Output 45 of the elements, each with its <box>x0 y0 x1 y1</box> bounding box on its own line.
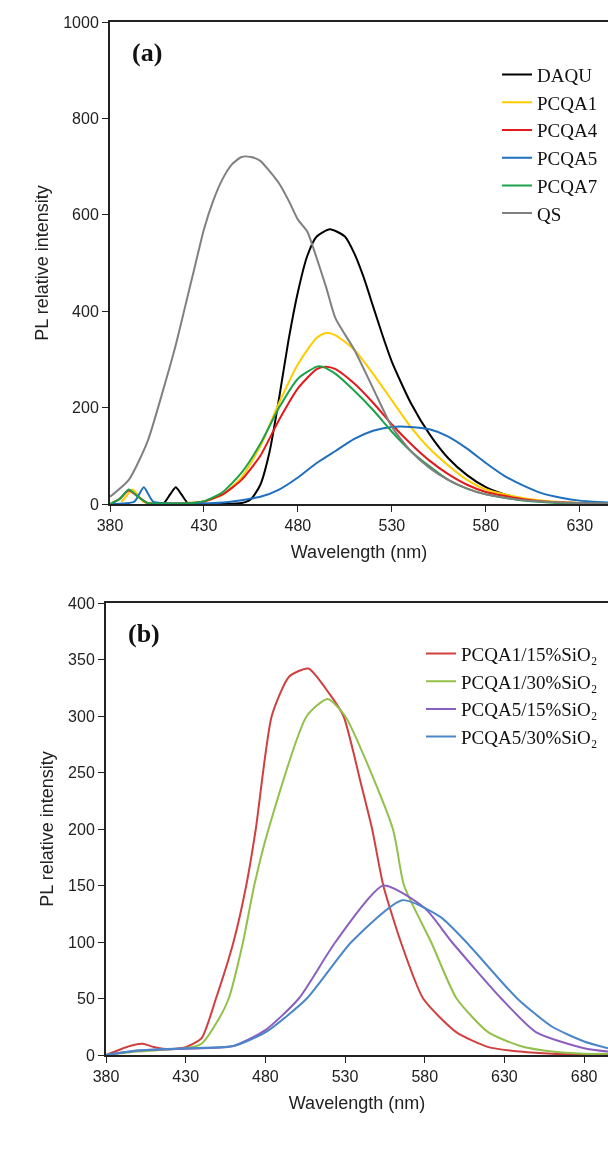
y-tick-label: 600 <box>72 206 99 224</box>
x-tick-label: 480 <box>284 517 312 535</box>
y-tick-label: 200 <box>72 399 99 417</box>
y-tick-label: 300 <box>68 707 95 725</box>
x-tick-label: 380 <box>96 517 124 535</box>
x-tick-label: 530 <box>378 517 406 535</box>
x-tick-label: 630 <box>491 1068 518 1086</box>
x-tick-label: 580 <box>472 517 500 535</box>
x-tick-label: 380 <box>92 1068 120 1086</box>
y-tick-label: 0 <box>89 495 99 513</box>
y-tick-label: 100 <box>68 933 95 951</box>
y-tick-label: 1000 <box>63 13 99 31</box>
x-tick-label: 430 <box>190 517 218 535</box>
y-axis-title: PL relative intensity <box>36 751 57 907</box>
x-axis-title: Wavelength (nm) <box>290 541 428 562</box>
legend-label: PCQA1/30%SiO₂ <box>460 671 598 693</box>
x-axis-title: Wavelength (nm) <box>288 1092 426 1113</box>
y-tick-label: 50 <box>77 990 95 1008</box>
x-tick-label: 580 <box>411 1068 439 1086</box>
x-tick-label: 480 <box>252 1068 279 1086</box>
x-tick-label: 530 <box>331 1068 359 1086</box>
y-tick-label: 400 <box>68 594 95 612</box>
x-tick-label: 430 <box>172 1068 200 1086</box>
y-tick-label: 800 <box>72 110 99 127</box>
legend-label: DAQU <box>537 65 593 86</box>
x-tick-label: 630 <box>566 517 594 535</box>
legend-label: PCQA5 <box>537 148 598 170</box>
annotation: (b) <box>128 619 160 648</box>
legend-label: PCQA5/30%SiO₂ <box>460 727 598 748</box>
y-tick-label: 350 <box>68 651 95 669</box>
legend-label: PCQA1 <box>537 92 598 114</box>
x-tick-label: 680 <box>570 1068 598 1086</box>
legend-label: PCQA4 <box>537 120 598 142</box>
legend-label: PCQA5/15%SiO₂ <box>460 699 598 721</box>
y-tick-label: 0 <box>85 1046 95 1064</box>
y-axis-title: PL relative intensity <box>31 185 52 341</box>
y-tick-label: 150 <box>68 877 95 895</box>
y-tick-label: 400 <box>72 302 99 320</box>
annotation: (a) <box>132 38 163 67</box>
legend-label: PCQA1/15%SiO₂ <box>460 643 598 665</box>
y-tick-label: 250 <box>68 764 95 782</box>
legend-label: PCQA7 <box>537 175 598 197</box>
line-series <box>110 425 608 504</box>
legend-label: QS <box>537 203 562 225</box>
y-tick-label: 200 <box>68 820 95 838</box>
